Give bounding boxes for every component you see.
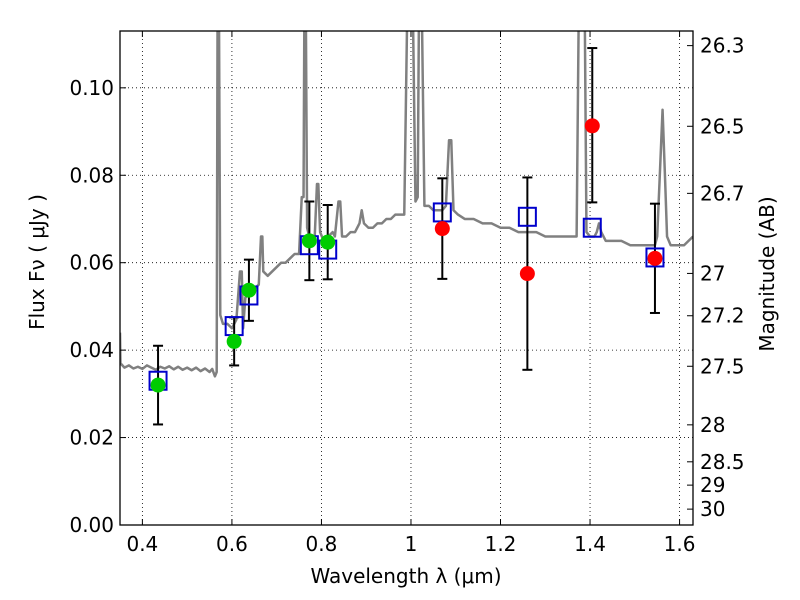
y-tick-label: 0.06 bbox=[69, 251, 114, 275]
spectrum-line bbox=[120, 31, 693, 378]
right-tick-label: 28 bbox=[700, 413, 725, 437]
right-tick-label: 27.5 bbox=[700, 354, 745, 378]
observed-optical-point bbox=[226, 333, 242, 349]
y-axis-label-right: Magnitude (AB) bbox=[755, 196, 779, 351]
right-tick-label: 26.7 bbox=[700, 181, 745, 205]
right-tick-label: 28.5 bbox=[700, 450, 745, 474]
axis-ticks bbox=[120, 31, 693, 526]
observed-optical-point bbox=[241, 282, 257, 298]
spectrum-layer bbox=[120, 31, 693, 378]
y-tick-label: 0.02 bbox=[69, 426, 114, 450]
x-tick-label: 1.4 bbox=[574, 532, 606, 556]
y-tick-label: 0.04 bbox=[69, 338, 114, 362]
observed-nir-point bbox=[647, 250, 663, 266]
model-point bbox=[517, 206, 537, 227]
observed-optical-point bbox=[301, 233, 317, 249]
plot-frame bbox=[119, 30, 694, 526]
observed-optical-point bbox=[150, 377, 166, 393]
tick-labels: 0.4 0.6 0.8 1 1.2 1.4 1.6 0.00 0.02 0.04 0.06 0.08 0… bbox=[69, 34, 744, 556]
right-tick-label: 27 bbox=[700, 261, 725, 285]
right-tick-label: 26.5 bbox=[700, 114, 745, 138]
x-tick-label: 0.8 bbox=[306, 532, 338, 556]
y-tick-label: 0.00 bbox=[69, 513, 114, 537]
y-tick-label: 0.08 bbox=[69, 163, 114, 187]
right-tick-label: 26.3 bbox=[700, 34, 745, 58]
x-tick-label: 1.2 bbox=[485, 532, 517, 556]
observed-optical-point bbox=[320, 234, 336, 250]
observed-layer bbox=[150, 118, 663, 393]
right-tick-label: 30 bbox=[700, 497, 725, 521]
y-axis-label: Flux Fν ( μJy ) bbox=[25, 194, 49, 330]
observed-nir-point bbox=[584, 118, 600, 134]
right-tick-label: 29 bbox=[700, 473, 725, 497]
x-tick-label: 1.6 bbox=[664, 532, 696, 556]
x-axis-label: Wavelength λ (μm) bbox=[310, 564, 501, 588]
model-point bbox=[645, 247, 665, 268]
y-tick-label: 0.10 bbox=[69, 76, 114, 100]
model-point bbox=[582, 217, 602, 238]
observed-nir-point bbox=[434, 221, 450, 237]
x-tick-label: 0.4 bbox=[126, 532, 158, 556]
right-tick-label: 27.2 bbox=[700, 304, 745, 328]
observed-nir-point bbox=[519, 266, 535, 282]
x-tick-label: 1 bbox=[405, 532, 418, 556]
x-tick-label: 0.6 bbox=[216, 532, 248, 556]
